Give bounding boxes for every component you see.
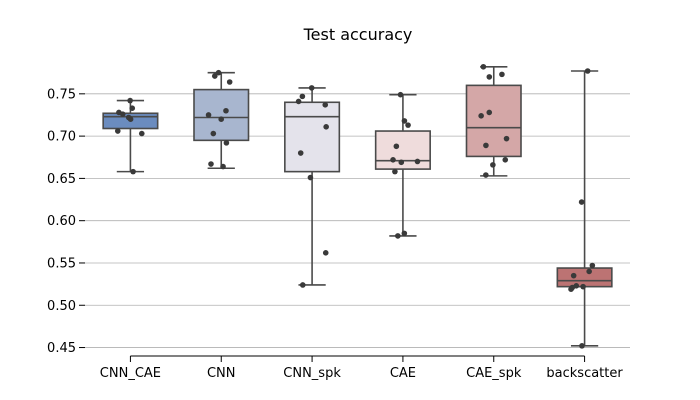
boxes (102, 63, 613, 349)
data-point (218, 116, 225, 122)
data-point (307, 174, 314, 181)
data-point (580, 283, 586, 290)
data-point (127, 116, 134, 122)
data-point (490, 162, 496, 168)
y-tick-label: 0.75 (47, 87, 76, 102)
data-point (130, 168, 136, 175)
data-point (297, 150, 304, 156)
x-tick-label: CNN_CAE (100, 366, 161, 381)
data-point (584, 68, 591, 74)
data-point (114, 128, 121, 134)
data-point (589, 262, 596, 269)
data-point (226, 79, 233, 85)
data-point (208, 161, 214, 167)
y-tick-label: 0.50 (47, 299, 76, 314)
y-axis-ticks: 0.45 0.50 0.55 0.60 0.65 0.70 0.75 (47, 87, 85, 356)
x-axis-ticks: CNN_CAE CNN CNN_spk CAE CAE_spk backscatter (100, 355, 623, 381)
data-point (414, 158, 421, 165)
data-point (568, 286, 574, 292)
data-point (220, 163, 226, 170)
data-point (578, 199, 585, 205)
y-tick-label: 0.70 (47, 130, 76, 145)
data-point (210, 130, 217, 137)
chart-title: Test accuracy (303, 25, 413, 44)
iqr-box (284, 101, 341, 173)
data-point (586, 268, 592, 275)
data-point (503, 135, 510, 142)
data-point (570, 272, 577, 279)
data-point (502, 156, 509, 163)
data-point (405, 122, 411, 128)
data-point (395, 233, 401, 239)
iqr-box (193, 88, 250, 142)
data-point (299, 93, 306, 100)
grid-lines (85, 93, 630, 348)
data-point (323, 124, 329, 130)
data-point (299, 282, 306, 288)
data-point (129, 105, 136, 112)
data-point (127, 97, 133, 104)
data-point (393, 143, 400, 150)
y-tick-label: 0.45 (47, 341, 76, 356)
data-point (480, 63, 487, 70)
box-CAE_spk (465, 63, 522, 178)
data-point (390, 156, 396, 163)
data-point (499, 71, 505, 78)
iqr-box (556, 267, 613, 288)
data-point (215, 69, 222, 76)
x-tick-label: CNN (207, 366, 236, 381)
data-point (398, 159, 405, 166)
box-backscatter (556, 68, 613, 349)
box-CAE (374, 91, 431, 239)
data-point (486, 109, 493, 116)
data-point (211, 73, 218, 79)
y-tick-label: 0.55 (47, 256, 76, 271)
data-point (401, 118, 408, 124)
data-point (223, 107, 229, 114)
data-point (486, 74, 493, 80)
x-tick-label: CAE_spk (466, 366, 522, 381)
data-point (322, 102, 329, 108)
x-tick-label: backscatter (546, 366, 623, 381)
x-tick-label: CAE (390, 366, 416, 381)
y-tick-label: 0.65 (47, 172, 76, 187)
data-point (308, 85, 315, 91)
data-point (138, 130, 145, 137)
data-point (223, 140, 230, 146)
box-CNN (193, 69, 250, 170)
data-point (322, 250, 329, 256)
data-point (205, 112, 212, 118)
x-tick-label: CNN_spk (283, 366, 341, 381)
iqr-box (465, 84, 522, 158)
y-tick-label: 0.60 (47, 214, 76, 229)
data-point (579, 343, 585, 349)
data-point (483, 172, 489, 178)
box-CNN_spk (284, 85, 341, 288)
data-point (397, 91, 404, 98)
data-point (401, 230, 408, 237)
data-point (483, 142, 489, 149)
data-point (392, 168, 398, 175)
box-CNN_CAE (102, 97, 159, 175)
data-point (295, 98, 302, 105)
data-point (478, 113, 484, 119)
data-point (119, 111, 126, 117)
